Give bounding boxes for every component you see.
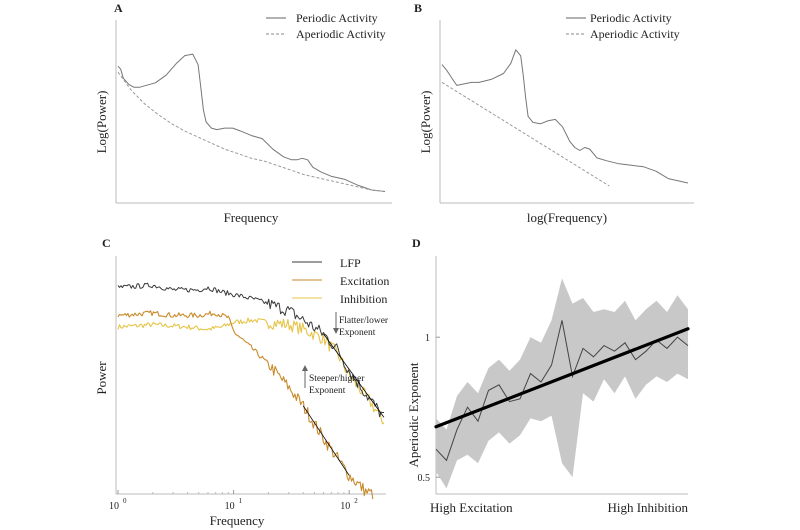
- panel-c-xtick-label: 10: [340, 501, 350, 512]
- panel-letter-c: C: [102, 236, 111, 250]
- panel-d-xlabel-right: High Inhibition: [607, 500, 688, 515]
- panel-c-fit-lfp: [323, 333, 385, 418]
- panel-c-series-excitation: [117, 310, 374, 500]
- panel-c-annotation-flatter-2: Exponent: [339, 328, 376, 338]
- panel-a: Periodic Activity Aperiodic Activity Fre…: [94, 11, 392, 225]
- panel-c-xtick-label: 10: [109, 501, 119, 512]
- panel-c-legend-excitation: Excitation: [340, 274, 389, 288]
- panel-c-annotation-steeper-2: Exponent: [309, 386, 346, 396]
- panel-c-series-inhibition: [117, 317, 385, 425]
- panel-d-ytick-label: 1: [425, 333, 430, 344]
- panel-c-fit-excitation: [302, 405, 350, 476]
- panel-d-ytick-label: 0.5: [418, 473, 431, 484]
- panel-d-trend-line: [434, 327, 690, 429]
- panel-c-ylabel: Power: [94, 361, 109, 395]
- panel-a-ylabel: Log(Power): [94, 91, 109, 154]
- panel-b-legend-aperiodic: Aperiodic Activity: [590, 27, 680, 41]
- panel-c-annotation-flatter-1: Flatter/lower: [339, 316, 389, 326]
- panel-c: 10 0 10 1 10 2 LFP Excitation Inhibition Flat…: [94, 256, 389, 528]
- panel-c-ticks: 10 0 10 1 10 2: [109, 490, 358, 512]
- panel-a-legend-periodic: Periodic Activity: [296, 11, 378, 25]
- panel-a-xlabel: Frequency: [224, 210, 279, 225]
- panel-c-xtick-exponent: 0: [123, 497, 127, 505]
- panel-d-ticks: 0.51: [418, 333, 440, 484]
- panel-b-series-aperiodic-activity: [441, 81, 610, 187]
- panel-b-ylabel: Log(Power): [418, 91, 433, 154]
- panel-b-series-periodic-activity: [441, 49, 689, 184]
- panel-c-xtick-exponent: 2: [354, 497, 358, 505]
- panel-a-series-aperiodic-activity: [117, 71, 386, 192]
- panel-d-plot: [434, 278, 690, 489]
- panel-c-xtick-exponent: 1: [239, 497, 243, 505]
- panel-d-series-exponent: [435, 320, 689, 462]
- panel-c-legend-inhibition: Inhibition: [340, 292, 387, 306]
- panel-b-lines: [441, 49, 689, 187]
- panel-a-series-periodic-activity: [117, 53, 386, 192]
- panel-letter-d: D: [412, 236, 421, 250]
- panel-a-legend-aperiodic: Aperiodic Activity: [296, 27, 386, 41]
- panel-c-xtick-label: 10: [225, 501, 235, 512]
- panel-d-xlabel-left: High Excitation: [430, 500, 513, 515]
- panel-letter-a: A: [114, 1, 123, 15]
- panel-letter-b: B: [414, 1, 422, 15]
- panel-b-legend-periodic: Periodic Activity: [590, 11, 672, 25]
- panel-b-xlabel: log(Frequency): [527, 210, 607, 225]
- panel-b: Periodic Activity Aperiodic Activity log…: [418, 11, 694, 225]
- panel-c-xlabel: Frequency: [210, 513, 265, 528]
- panel-c-annotation-steeper-1: Steeper/higher: [309, 374, 365, 384]
- panel-d-confidence-band: [436, 278, 688, 489]
- panel-c-series-lfp: [117, 282, 384, 418]
- panel-c-legend-lfp: LFP: [340, 256, 361, 270]
- panel-c-lines: [117, 282, 385, 500]
- panel-d-ylabel: Aperiodic Exponent: [406, 362, 421, 467]
- panel-d: 0.51 High Excitation High Inhibition Ape…: [406, 256, 690, 515]
- panel-a-lines: [117, 53, 386, 192]
